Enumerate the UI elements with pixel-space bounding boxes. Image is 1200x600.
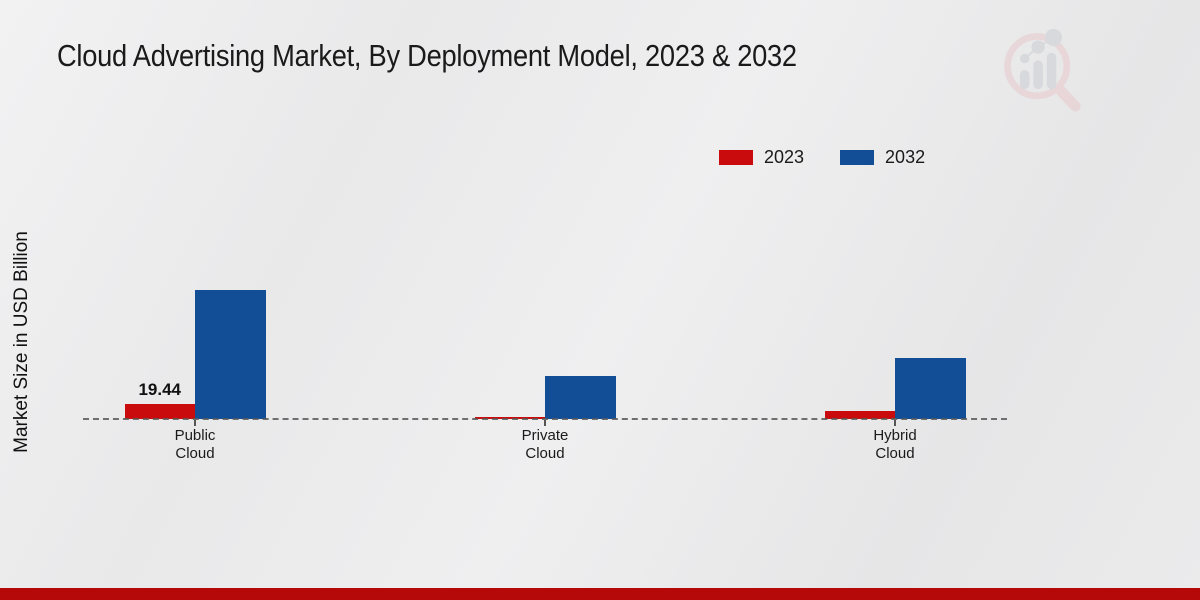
legend-label-2032: 2032 [885,147,926,167]
zero-baseline [83,418,1007,420]
legend-item-2023: 2023 [719,147,804,168]
data-label-2023-public-cloud: 19.44 [138,380,182,399]
bottom-accent-band [0,588,1200,600]
legend-label-2023: 2023 [764,147,805,167]
category-label-hybrid-cloud: Hybrid Cloud [873,427,917,462]
bar-2023-public-cloud [124,404,195,419]
axis-tick-hybrid-cloud [894,420,896,426]
chart-title: Cloud Advertising Market, By Deployment … [57,38,797,73]
axis-tick-private-cloud [544,420,546,426]
legend-swatch-2023-icon [719,150,753,165]
legend-item-2032: 2032 [840,147,925,168]
category-label-private-cloud: Private Cloud [521,427,569,462]
magnifier-barchart-logo-icon [1004,28,1081,112]
bar-2032-private-cloud [545,376,616,419]
bar-2032-hybrid-cloud [895,358,966,419]
category-label-public-cloud: Public Cloud [174,427,216,462]
axis-tick-public-cloud [194,420,196,426]
bar-2032-public-cloud [195,290,266,419]
legend-swatch-2032-icon [840,150,875,165]
legend: 2023 2032 [719,147,925,168]
bar-2023-hybrid-cloud [824,411,895,419]
